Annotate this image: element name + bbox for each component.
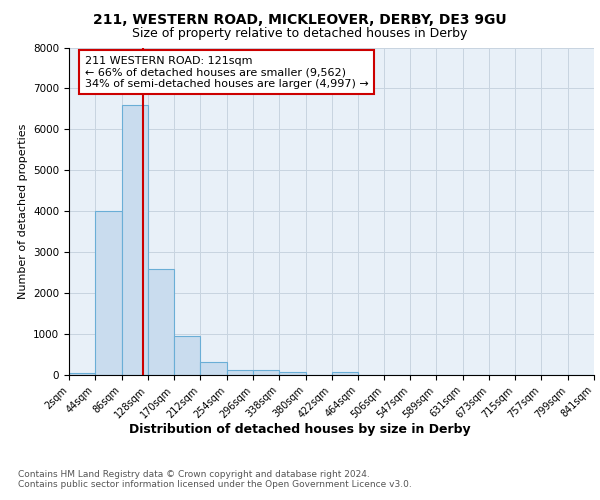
Text: Distribution of detached houses by size in Derby: Distribution of detached houses by size … [129, 422, 471, 436]
Bar [69, 372, 95, 375]
Text: Contains HM Land Registry data © Crown copyright and database right 2024.
Contai: Contains HM Land Registry data © Crown c… [18, 470, 412, 490]
Bar [200, 362, 227, 375]
Bar [148, 268, 174, 375]
Bar [332, 372, 358, 375]
Bar [174, 336, 200, 375]
Text: 211 WESTERN ROAD: 121sqm
← 66% of detached houses are smaller (9,562)
34% of sem: 211 WESTERN ROAD: 121sqm ← 66% of detach… [85, 56, 368, 89]
Text: Size of property relative to detached houses in Derby: Size of property relative to detached ho… [133, 28, 467, 40]
Text: 211, WESTERN ROAD, MICKLEOVER, DERBY, DE3 9GU: 211, WESTERN ROAD, MICKLEOVER, DERBY, DE… [93, 12, 507, 26]
Bar [227, 370, 253, 375]
Y-axis label: Number of detached properties: Number of detached properties [17, 124, 28, 299]
Bar [279, 372, 305, 375]
Bar [95, 211, 122, 375]
Bar [253, 370, 279, 375]
Bar [122, 105, 148, 375]
